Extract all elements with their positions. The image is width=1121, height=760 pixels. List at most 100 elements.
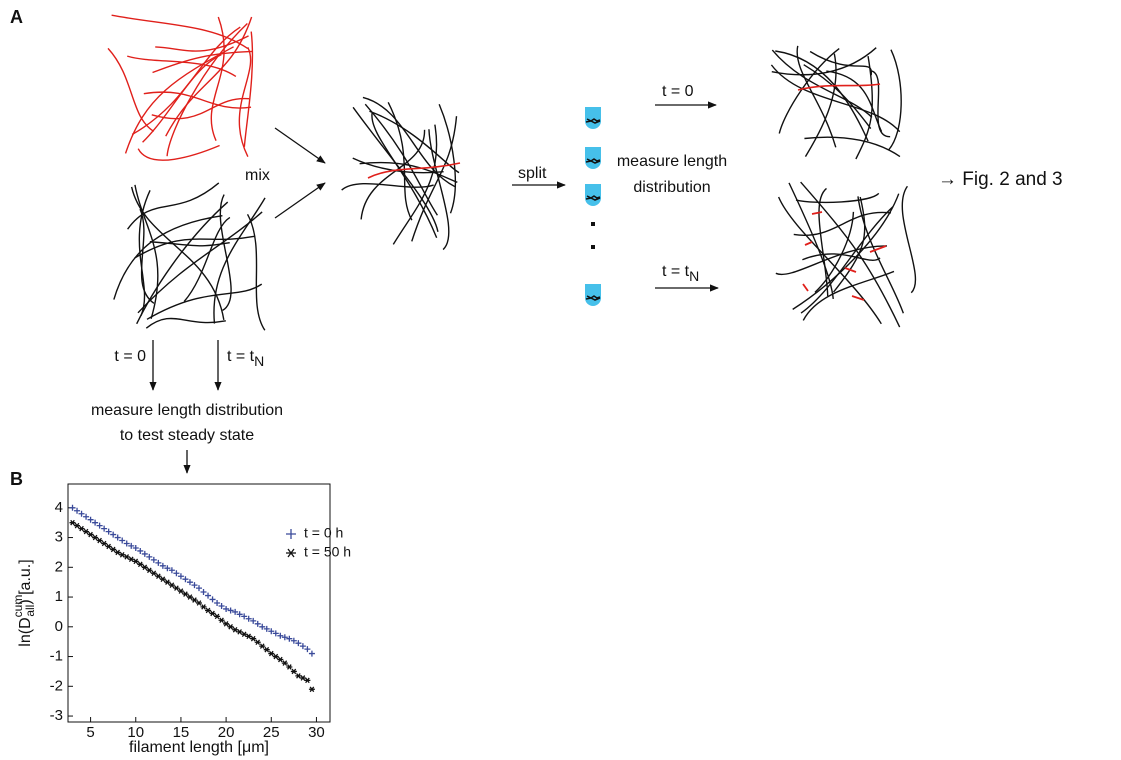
- filament: [112, 15, 248, 48]
- tube: [585, 284, 601, 306]
- filament-red: [368, 163, 460, 178]
- data-point: [97, 538, 103, 543]
- data-point: [101, 526, 107, 532]
- data-point: [182, 576, 188, 582]
- filament: [155, 36, 248, 51]
- filament-red: [803, 284, 808, 291]
- filament-red: [805, 242, 812, 245]
- data-point: [201, 604, 207, 609]
- filament: [167, 24, 247, 157]
- filament: [888, 50, 901, 150]
- filament: [248, 214, 265, 330]
- data-point: [304, 646, 310, 652]
- data-point: [137, 562, 143, 567]
- filament: [114, 216, 223, 300]
- data-point: [146, 568, 152, 573]
- data-point: [205, 608, 211, 613]
- y-tick-label: -3: [50, 707, 63, 724]
- data-point: [196, 601, 202, 606]
- tube: [585, 184, 601, 206]
- filament: [902, 186, 915, 292]
- filament: [803, 271, 894, 320]
- filament: [429, 129, 449, 249]
- data-point: [106, 529, 112, 535]
- data-point: [110, 532, 116, 538]
- legend-symbol: [286, 549, 296, 557]
- x-tick-label: 5: [86, 724, 94, 741]
- y-tick-label: -1: [50, 648, 63, 665]
- page: {"panel_a": { "label": "A", "mix": "mix"…: [0, 0, 1121, 760]
- data-point: [228, 624, 234, 629]
- x-axis-label: filament length [μm]: [129, 739, 269, 756]
- data-point: [88, 517, 94, 523]
- data-point: [282, 661, 288, 666]
- filament: [184, 217, 230, 301]
- y-label-suffix: ) [a.u.]: [17, 559, 34, 604]
- data-point: [146, 554, 152, 560]
- y-tick-label: 2: [55, 558, 63, 575]
- data-point: [101, 541, 107, 546]
- data-point: [137, 548, 143, 554]
- data-point: [178, 589, 184, 594]
- data-point: [70, 520, 76, 525]
- data-point: [214, 600, 220, 606]
- time-text: t = t: [662, 263, 690, 280]
- y-label-subscript: all: [23, 605, 37, 617]
- data-point: [219, 603, 225, 609]
- data-point: [309, 651, 315, 657]
- y-tick-label: -2: [50, 677, 63, 694]
- data-point: [151, 557, 157, 563]
- data-point: [110, 547, 116, 552]
- data-point: [83, 514, 89, 520]
- result-label: → Fig. 2 and 3: [938, 169, 1063, 190]
- measure-label: distribution: [633, 179, 710, 196]
- data-point: [79, 526, 85, 531]
- data-point: [210, 611, 216, 616]
- tube: [585, 107, 601, 129]
- filament: [796, 193, 879, 202]
- data-point: [309, 687, 315, 692]
- data-point: [250, 636, 256, 641]
- filament: [138, 146, 219, 161]
- data-point: [273, 654, 279, 659]
- arrow: [275, 128, 325, 163]
- data-point: [169, 583, 175, 588]
- ellipsis-dot: [591, 222, 595, 226]
- data-point: [119, 538, 125, 544]
- filament: [365, 104, 437, 215]
- time-subscript: N: [254, 353, 264, 369]
- data-point: [173, 570, 179, 576]
- data-point: [92, 520, 98, 526]
- filament: [108, 48, 154, 131]
- filament: [872, 71, 890, 137]
- data-point: [142, 551, 148, 557]
- time-subscript: N: [689, 268, 699, 284]
- data-point: [115, 550, 121, 555]
- mix-label: mix: [245, 167, 270, 184]
- panel-label: A: [10, 7, 23, 27]
- data-point: [264, 647, 270, 652]
- data-point: [268, 651, 274, 656]
- data-point: [74, 508, 80, 514]
- data-point: [160, 577, 166, 582]
- data-point: [155, 574, 161, 579]
- legend-label: t = 50 h: [304, 544, 351, 560]
- data-point: [223, 621, 229, 626]
- x-tick-label: 30: [308, 724, 325, 741]
- filament: [132, 187, 224, 320]
- sample-tubes: [585, 107, 601, 306]
- data-point: [155, 560, 161, 566]
- filament: [810, 51, 871, 75]
- time-label: t = 0: [114, 348, 146, 365]
- y-tick-label: 0: [55, 618, 63, 635]
- measure-label: measure length: [617, 153, 727, 170]
- filament: [858, 196, 903, 313]
- data-point: [74, 523, 80, 528]
- data-point: [164, 580, 170, 585]
- time-label: t = tN: [662, 263, 699, 283]
- data-point: [97, 523, 103, 529]
- y-label-prefix: ln(D: [17, 617, 34, 646]
- data-point: [286, 665, 292, 670]
- data-point: [79, 511, 85, 517]
